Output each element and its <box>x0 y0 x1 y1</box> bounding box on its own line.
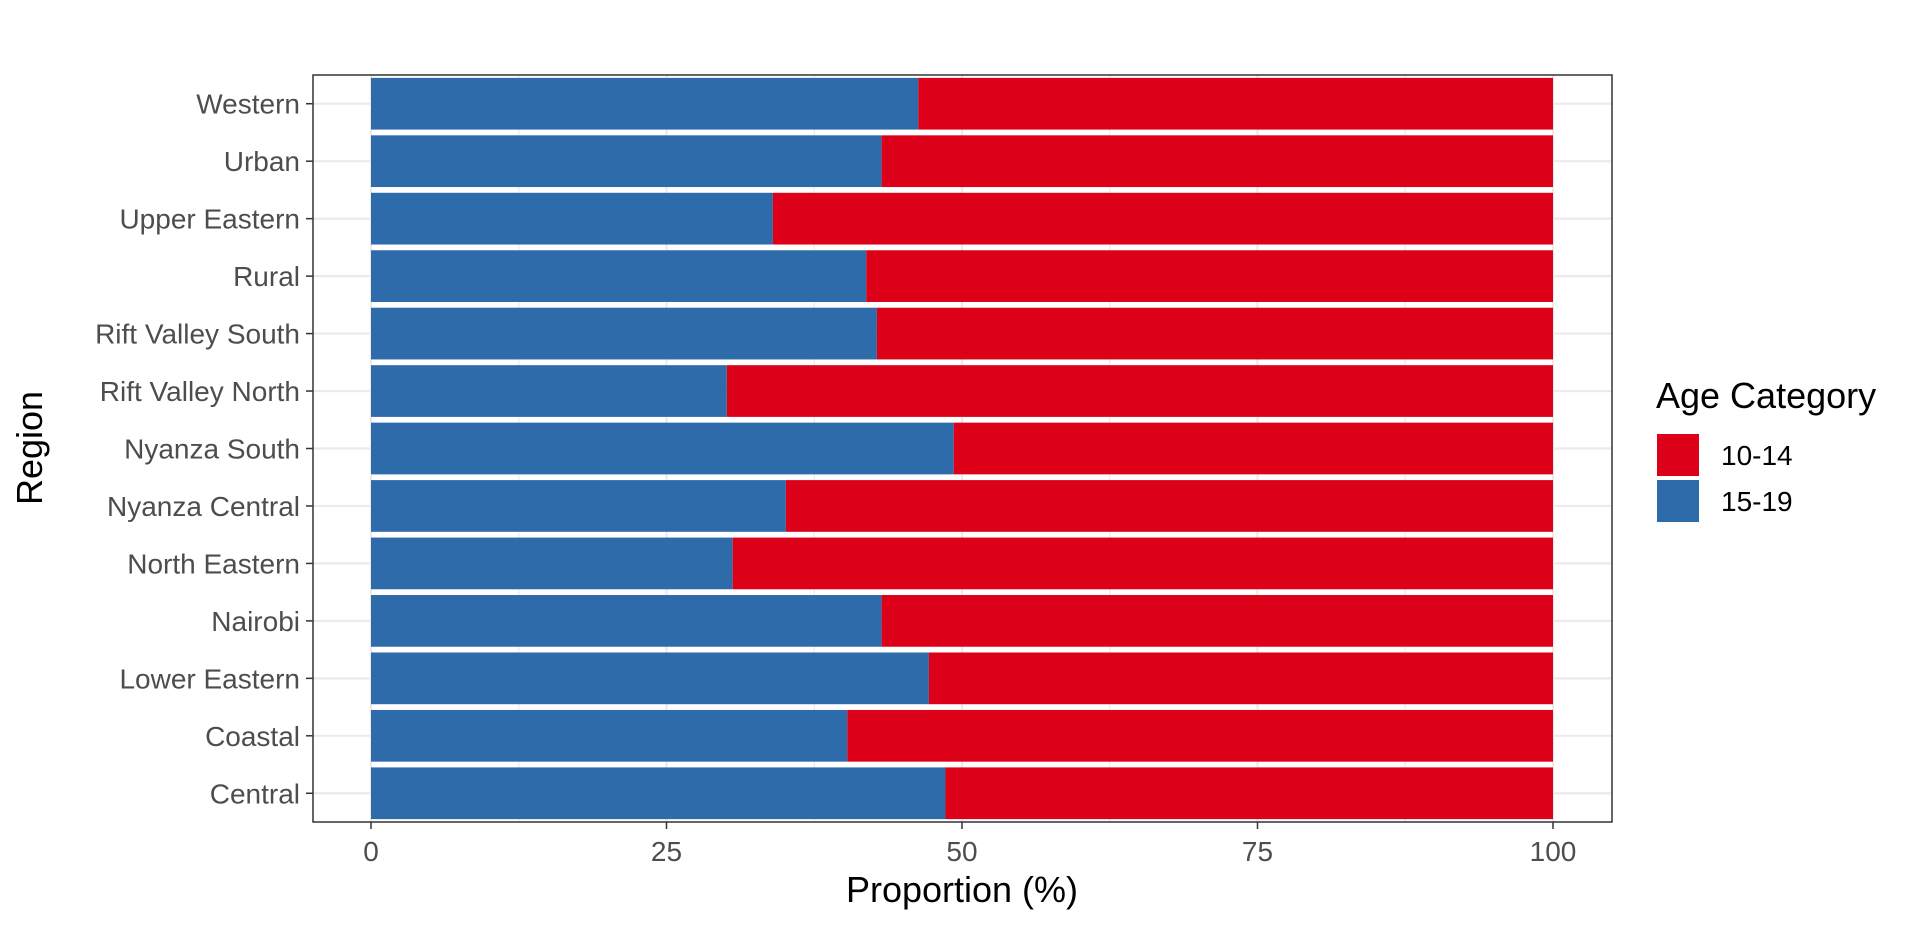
y-tick-label: Rift Valley North <box>100 376 300 407</box>
x-tick-label: 75 <box>1242 836 1273 867</box>
y-axis-title: Region <box>9 391 50 505</box>
legend-title: Age Category <box>1656 375 1876 416</box>
x-axis-title: Proportion (%) <box>846 869 1078 910</box>
bar-15-19-rift-valley-south <box>371 307 877 360</box>
bar-10-14-rift-valley-south <box>876 307 1553 360</box>
bar-15-19-rural <box>371 250 867 302</box>
x-tick-label: 100 <box>1530 836 1577 867</box>
bar-10-14-rift-valley-north <box>726 365 1553 417</box>
bar-15-19-rift-valley-north <box>371 365 727 417</box>
bar-10-14-rural <box>866 250 1553 302</box>
legend-key-10-14 <box>1657 434 1699 476</box>
bars <box>371 77 1553 820</box>
bar-15-19-upper-eastern <box>371 192 773 245</box>
x-tick-label: 50 <box>946 836 977 867</box>
bar-10-14-north-eastern <box>732 537 1553 590</box>
bar-10-14-coastal <box>847 709 1553 762</box>
bar-15-19-urban <box>371 135 882 188</box>
y-axis: Central Coastal Lower Eastern Nairobi North … <box>95 89 313 809</box>
bar-10-14-nyanza-south <box>953 422 1553 475</box>
y-tick-label: Rural <box>233 261 300 292</box>
legend-entries: 10-14 15-19 <box>1657 434 1793 522</box>
bar-10-14-lower-eastern <box>928 652 1553 705</box>
bar-10-14-nyanza-central <box>785 480 1553 532</box>
y-tick-label: Upper Eastern <box>119 204 300 235</box>
y-tick-label: Coastal <box>205 721 300 752</box>
bar-15-19-nairobi <box>371 595 882 647</box>
bar-15-19-coastal <box>371 709 848 762</box>
y-tick-label: Central <box>210 778 300 809</box>
bar-15-19-nyanza-central <box>371 480 786 532</box>
y-tick-label: Rift Valley South <box>95 319 300 350</box>
legend-label: 10-14 <box>1721 440 1793 471</box>
y-tick-label: Western <box>196 89 300 120</box>
x-tick-label: 0 <box>363 836 379 867</box>
y-tick-label: Nyanza Central <box>107 491 300 522</box>
y-tick-label: Nairobi <box>211 606 300 637</box>
bar-15-19-lower-eastern <box>371 652 929 705</box>
bar-10-14-upper-eastern <box>772 192 1553 245</box>
x-tick-label: 25 <box>651 836 682 867</box>
bar-15-19-north-eastern <box>371 537 733 590</box>
legend-label: 15-19 <box>1721 486 1793 517</box>
bar-10-14-nairobi <box>881 595 1553 647</box>
y-tick-label: Lower Eastern <box>119 663 300 694</box>
bar-15-19-central <box>371 767 946 820</box>
legend-key-15-19 <box>1657 480 1699 522</box>
bar-15-19-western <box>371 77 919 130</box>
legend: Age Category 10-14 15-19 <box>1656 375 1876 522</box>
bar-15-19-nyanza-south <box>371 422 954 475</box>
y-tick-label: Urban <box>224 146 300 177</box>
x-axis: 0 25 50 75 100 <box>363 822 1576 867</box>
y-tick-label: Nyanza South <box>124 434 300 465</box>
bar-10-14-urban <box>881 135 1553 188</box>
bar-10-14-western <box>918 77 1553 130</box>
y-tick-label: North Eastern <box>127 548 300 579</box>
bar-10-14-central <box>945 767 1553 820</box>
